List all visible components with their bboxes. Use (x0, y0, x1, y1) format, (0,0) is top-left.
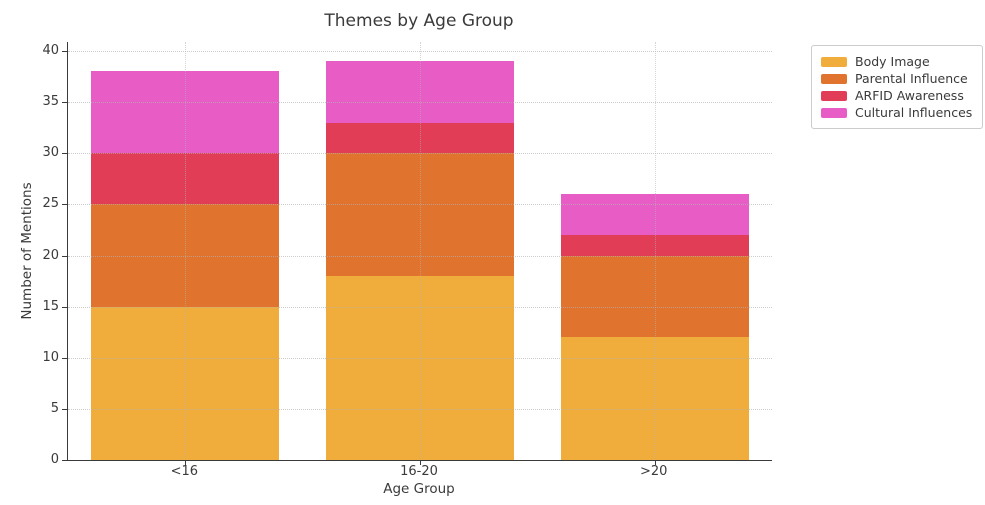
legend-item-arfid-awareness: ARFID Awareness (821, 87, 972, 104)
y-tick-40 (62, 51, 67, 52)
x-gridline-1 (420, 42, 421, 460)
y-tick-5 (62, 408, 67, 410)
legend-swatch-icon (821, 73, 847, 84)
legend-swatch-icon (821, 107, 847, 118)
x-tick-1 (420, 460, 421, 465)
y-tick-label-35: 35 (42, 94, 59, 110)
x-tick-label-0: <16 (170, 464, 199, 479)
y-tick-label-15: 15 (42, 298, 59, 314)
legend-item-cultural-influences: Cultural Influences (821, 104, 972, 121)
y-tick-20 (62, 255, 67, 257)
legend-label: ARFID Awareness (855, 88, 964, 103)
y-tick-label-10: 10 (42, 349, 59, 365)
y-tick-label-5: 5 (50, 400, 59, 416)
x-tick-0 (185, 460, 187, 465)
y-tick-10 (62, 357, 67, 359)
y-tick-15 (62, 306, 67, 308)
y-tick-label-30: 30 (42, 145, 59, 161)
chart-title: Themes by Age Group (324, 11, 514, 31)
plot-area (62, 42, 772, 465)
x-axis-label: Age Group (383, 481, 455, 497)
x-tick-label-2: >20 (639, 464, 668, 479)
y-tick-label-40: 40 (42, 43, 59, 58)
y-tick-label-0: 0 (50, 452, 59, 467)
legend-label: Cultural Influences (855, 105, 973, 120)
x-gridline-0 (185, 42, 187, 460)
legend-swatch-icon (821, 56, 847, 67)
y-tick-label-20: 20 (42, 247, 59, 263)
legend: Body Image Parental Influence ARFID Awaren… (811, 45, 984, 129)
legend-label: Body Image (855, 54, 930, 69)
x-tick-2 (654, 460, 656, 465)
y-tick-30 (62, 153, 67, 155)
x-tick-label-1: 16-20 (400, 464, 438, 479)
legend-item-body-image: Body Image (821, 53, 972, 70)
y-tick-35 (62, 102, 67, 104)
y-tick-25 (62, 204, 67, 206)
legend-swatch-icon (821, 90, 847, 101)
legend-item-parental-influence: Parental Influence (821, 70, 972, 87)
y-tick-label-25: 25 (42, 196, 59, 212)
legend-label: Parental Influence (855, 71, 968, 86)
y-tick-0 (62, 460, 67, 461)
x-gridline-2 (654, 42, 656, 460)
